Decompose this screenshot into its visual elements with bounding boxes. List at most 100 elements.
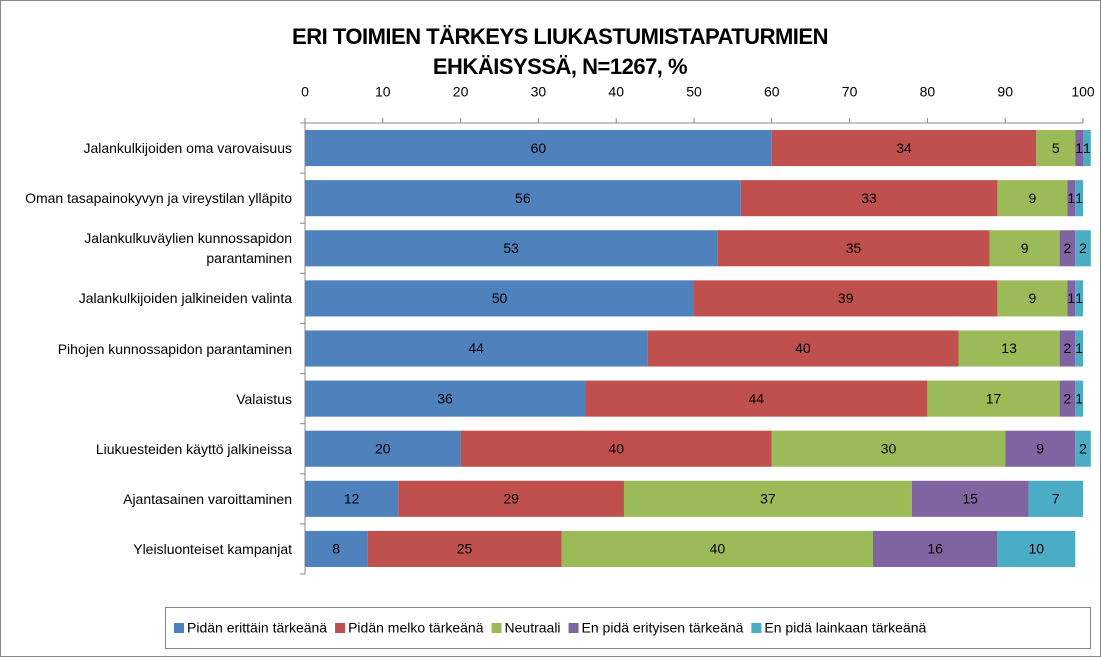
bar-segment [997, 530, 1076, 567]
x-tick-label: 90 [997, 84, 1013, 100]
y-tick-label: Yleisluonteiset kampanjat [133, 540, 292, 557]
data-label: 40 [795, 340, 811, 356]
data-label: 2 [1079, 440, 1087, 456]
bar-segment [958, 330, 1060, 367]
y-tick-label: Jalankulkuväylien kunnossapidon parantam… [84, 230, 292, 267]
bar-segment [398, 480, 624, 517]
data-label: 39 [838, 290, 854, 306]
data-label: 1 [1083, 140, 1091, 156]
legend-label: En pidä erityisen tärkeänä [582, 620, 744, 636]
bar-segment [305, 180, 741, 217]
legend-swatch [335, 623, 346, 633]
data-label: 2 [1064, 340, 1072, 356]
data-label: 7 [1052, 491, 1060, 507]
x-tick-label: 60 [764, 84, 780, 100]
bar-segment [305, 380, 586, 417]
y-tick-label: Jalankulkijoiden jalkineiden valinta [78, 290, 292, 307]
data-label: 56 [515, 190, 531, 206]
bar-segment [460, 430, 772, 467]
data-label: 1 [1075, 140, 1083, 156]
bar-segment [305, 130, 772, 167]
bar-segment [1075, 180, 1083, 217]
bar-segment [1075, 280, 1083, 317]
bar-segment [305, 430, 461, 467]
data-label: 9 [1021, 240, 1029, 256]
data-label: 34 [896, 140, 912, 156]
bar-segment [1005, 430, 1076, 467]
y-tick-label: Liukuesteiden käyttö jalkineissa [95, 440, 292, 457]
data-label: 53 [503, 240, 519, 256]
bar-segment [1059, 330, 1076, 367]
bar-segment [585, 380, 928, 417]
bar-segment [367, 530, 562, 567]
legend-swatch [568, 623, 579, 633]
legend-label: Neutraali [505, 620, 561, 636]
bar-segment [561, 530, 873, 567]
data-label: 33 [861, 190, 877, 206]
data-label: 1 [1075, 390, 1083, 406]
x-tick-label: 10 [375, 84, 391, 100]
data-label: 2 [1079, 240, 1087, 256]
legend-swatch [491, 623, 502, 633]
chart-title: ERI TOIMIEN TÄRKEYS LIUKASTUMISTAPATURMI… [292, 24, 828, 79]
x-tick-label: 70 [842, 84, 858, 100]
data-label: 16 [927, 541, 943, 557]
bar-segment [305, 230, 718, 267]
bar-segment [1075, 330, 1083, 367]
data-label: 2 [1064, 390, 1072, 406]
bar-segment [305, 330, 648, 367]
bar-segment [1075, 430, 1091, 467]
bar-segment [872, 530, 998, 567]
data-label: 44 [468, 340, 484, 356]
bar-segment [1083, 130, 1091, 167]
y-tick-label: Valaistus [236, 390, 292, 407]
x-tick-label: 40 [608, 84, 624, 100]
data-label: 1 [1067, 290, 1075, 306]
bar-segment [647, 330, 959, 367]
data-label: 40 [710, 541, 726, 557]
data-label: 1 [1075, 290, 1083, 306]
x-tick-label: 0 [301, 84, 309, 100]
bar-segment [1075, 380, 1083, 417]
legend-label: Pidän melko tärkeänä [348, 620, 484, 636]
data-label: 37 [760, 491, 776, 507]
data-label: 9 [1029, 190, 1037, 206]
data-label: 1 [1067, 190, 1075, 206]
bar-segment [305, 530, 368, 567]
data-label: 29 [503, 491, 519, 507]
y-tick-label: Oman tasapainokyvyn ja vireystilan ylläp… [25, 190, 292, 207]
data-label: 2 [1064, 240, 1072, 256]
data-label: 25 [457, 541, 473, 557]
bar-segment [989, 230, 1060, 267]
legend-swatch [751, 623, 762, 633]
y-tick-label: Jalankulkijoiden oma varovaisuus [83, 140, 292, 157]
bar-segment [305, 480, 399, 517]
data-label: 10 [1029, 541, 1045, 557]
legend-swatch [174, 623, 184, 633]
data-label: 1 [1075, 190, 1083, 206]
bar-segment [997, 280, 1068, 317]
bar-segment [1059, 230, 1076, 267]
data-label: 12 [344, 491, 360, 507]
data-label: 15 [962, 491, 978, 507]
bar-segment [1067, 280, 1076, 317]
data-label: 44 [748, 390, 764, 406]
data-label: 36 [437, 390, 453, 406]
bar-segment [911, 480, 1029, 517]
bar-segment [771, 130, 1037, 167]
bar-segment [305, 280, 694, 317]
data-label: 5 [1052, 140, 1060, 156]
data-label: 35 [846, 240, 862, 256]
bar-segment [1075, 230, 1091, 267]
bar-segment [927, 380, 1060, 417]
legend-label: Pidän erittäin tärkeänä [187, 620, 327, 636]
data-label: 50 [492, 290, 508, 306]
data-label: 9 [1029, 290, 1037, 306]
legend-box [165, 607, 1091, 649]
data-label: 20 [375, 440, 391, 456]
bar-segment [740, 180, 998, 217]
x-tick-label: 30 [531, 84, 547, 100]
data-label: 13 [1001, 340, 1017, 356]
legend-label: En pidä lainkaan tärkeänä [764, 620, 926, 636]
